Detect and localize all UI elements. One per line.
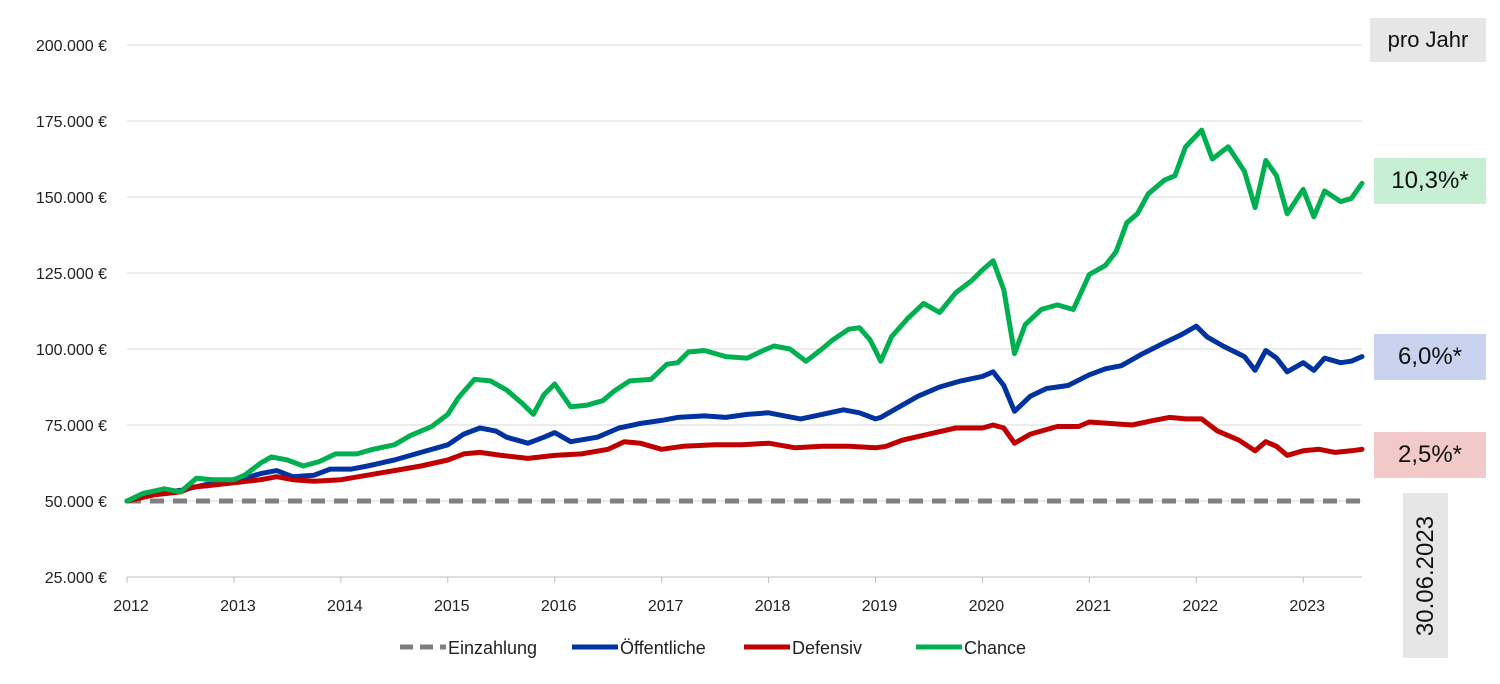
y-tick-label: 75.000 € <box>45 418 107 435</box>
legend: Einzahlung Öffentliche Defensiv Chance <box>400 638 1026 658</box>
legend-label-einzahlung: Einzahlung <box>448 638 537 658</box>
x-tick-label: 2014 <box>327 598 363 615</box>
series-lines <box>124 127 1365 504</box>
oeffentliche-rate-value: 6,0%* <box>1397 343 1463 370</box>
y-axis-ticks: 25.000 € 50.000 € 75.000 € 100.000 € 125.000… <box>36 38 107 587</box>
y-tick-label: 50.000 € <box>45 494 107 511</box>
date-badge: 30.06.2023 <box>1403 493 1448 658</box>
y-tick-label: 150.000 € <box>36 190 107 207</box>
legend-label-defensiv: Defensiv <box>792 638 862 658</box>
x-tick-label: 2015 <box>434 598 470 615</box>
series-line-oeffentliche <box>124 323 1365 504</box>
x-axis: 2012 2013 2014 2015 2016 2017 2018 2019 2020 2021… <box>113 576 1362 615</box>
x-tick-label: 2022 <box>1182 598 1218 615</box>
series-line-defensiv <box>124 414 1365 504</box>
per-year-badge: pro Jahr <box>1370 18 1486 62</box>
x-tick-label: 2018 <box>755 598 791 615</box>
grid-lines <box>127 44 1362 502</box>
x-tick-label: 2013 <box>220 598 256 615</box>
y-tick-label: 175.000 € <box>36 114 107 131</box>
chance-rate-value: 10,3%* <box>1391 167 1469 194</box>
legend-label-oeffentliche: Öffentliche <box>620 638 706 658</box>
y-tick-label: 100.000 € <box>36 342 107 359</box>
date-label: 30.06.2023 <box>1411 515 1439 636</box>
x-tick-label: 2016 <box>541 598 577 615</box>
defensiv-rate-value: 2,5%* <box>1397 441 1463 468</box>
oeffentliche-rate-badge: 6,0%* <box>1374 334 1486 380</box>
x-tick-label: 2023 <box>1289 598 1325 615</box>
x-tick-label: 2017 <box>648 598 684 615</box>
x-tick-label: 2019 <box>862 598 898 615</box>
x-tick-label: 2012 <box>113 598 149 615</box>
y-tick-label: 200.000 € <box>36 38 107 55</box>
x-tick-label: 2020 <box>969 598 1005 615</box>
x-tick-label: 2021 <box>1076 598 1112 615</box>
defensiv-rate-badge: 2,5%* <box>1374 432 1486 478</box>
y-tick-label: 25.000 € <box>45 570 107 587</box>
per-year-label: pro Jahr <box>1387 27 1469 52</box>
chance-rate-badge: 10,3%* <box>1374 158 1486 204</box>
series-line-chance <box>124 127 1365 504</box>
y-tick-label: 125.000 € <box>36 266 107 283</box>
legend-label-chance: Chance <box>964 638 1026 658</box>
